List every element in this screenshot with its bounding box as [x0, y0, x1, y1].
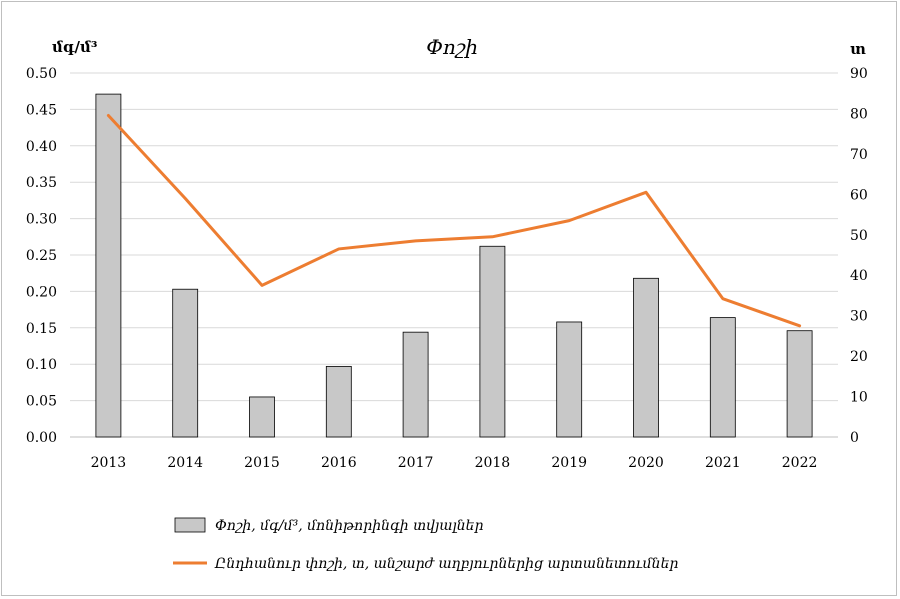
right-axis-ticks: 0 10 20 30 40 50 60 70 80 90	[850, 66, 868, 446]
left-tick-label: 0.25	[26, 248, 57, 264]
legend: Փոշի, մգ/մ³, մոնիթորինգի տվյալներ Ընդհան…	[173, 517, 678, 572]
right-tick-label: 0	[850, 430, 859, 446]
bar-series	[95, 93, 813, 438]
right-tick-label: 50	[850, 228, 868, 244]
right-tick-label: 10	[850, 390, 868, 406]
left-tick-label: 0.30	[26, 212, 57, 228]
left-tick-label: 0.40	[26, 139, 57, 155]
bar	[709, 317, 736, 438]
left-tick-label: 0.45	[26, 102, 57, 118]
x-tick-label: 2017	[398, 455, 434, 471]
x-tick-label: 2015	[244, 455, 280, 471]
left-tick-label: 0.50	[26, 66, 57, 82]
emissions-line	[106, 113, 802, 328]
bar	[479, 245, 506, 438]
left-tick-label: 0.05	[26, 394, 57, 410]
right-axis-unit: տ	[850, 40, 866, 58]
left-tick-label: 0.10	[26, 357, 57, 373]
right-tick-label: 90	[850, 66, 868, 82]
right-tick-label: 30	[850, 309, 868, 325]
bar	[325, 365, 352, 438]
bar	[249, 396, 275, 438]
x-tick-label: 2020	[628, 455, 664, 471]
right-tick-label: 40	[850, 268, 868, 284]
bar	[786, 330, 813, 438]
right-tick-label: 80	[850, 106, 868, 122]
bar	[95, 93, 122, 438]
bar	[633, 277, 659, 438]
legend-bar-swatch	[174, 517, 206, 533]
x-axis-ticks: 2013 2014 2015 2016 2017 2018 2019 2020 2021 2022	[91, 455, 818, 471]
x-tick-label: 2022	[782, 455, 818, 471]
left-tick-label: 0.20	[26, 284, 57, 300]
left-tick-label: 0.35	[26, 175, 57, 191]
x-tick-label: 2014	[167, 455, 203, 471]
right-tick-label: 70	[850, 147, 868, 163]
x-tick-label: 2019	[551, 455, 587, 471]
bar	[172, 288, 199, 438]
left-axis-unit: մգ/մ³	[52, 38, 97, 56]
legend-bar-label: Փոշի, մգ/մ³, մոնիթորինգի տվյալներ	[215, 518, 484, 534]
x-tick-label: 2016	[321, 455, 357, 471]
x-tick-label: 2013	[91, 455, 127, 471]
legend-line-label: Ընդհանուր փոշի, տ, անշարժ աղբյուրներից ա…	[214, 556, 678, 572]
line-series	[106, 113, 802, 328]
left-tick-label: 0.15	[26, 321, 57, 337]
bar	[402, 331, 429, 438]
chart-title: Փոշի	[426, 35, 478, 59]
left-tick-label: 0.00	[26, 430, 57, 446]
left-axis-ticks: 0.00 0.05 0.10 0.15 0.20 0.25 0.30 0.35 0.40 0.45…	[26, 66, 57, 446]
bar	[556, 321, 583, 438]
x-tick-label: 2021	[705, 455, 741, 471]
right-tick-label: 60	[850, 187, 868, 203]
x-tick-label: 2018	[475, 455, 511, 471]
right-tick-label: 20	[850, 349, 868, 365]
